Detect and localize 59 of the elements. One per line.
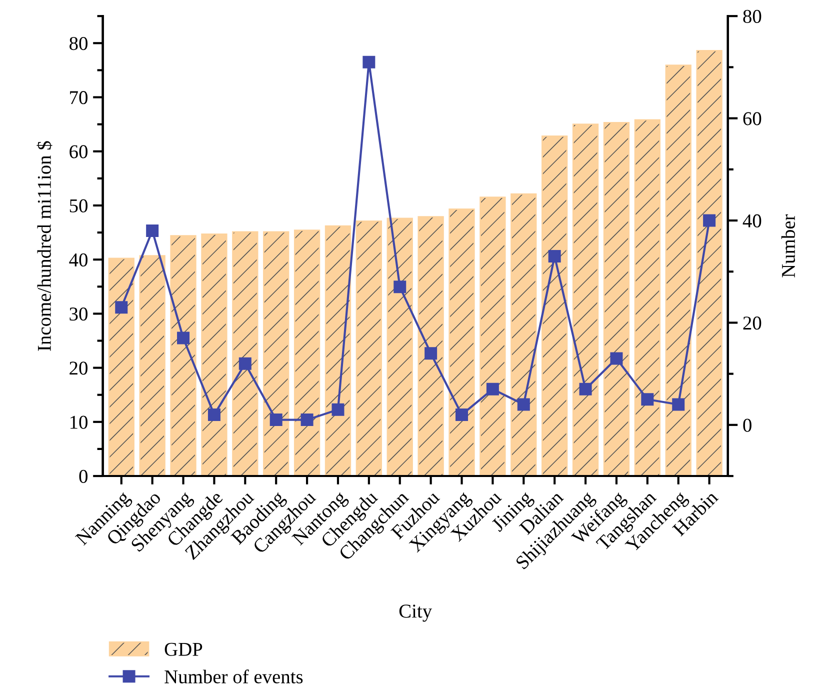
bar (263, 231, 290, 476)
bar (634, 119, 660, 476)
bar (572, 124, 599, 476)
bar (448, 208, 475, 476)
y2-tick-label: 80 (743, 10, 762, 24)
point (672, 398, 685, 411)
y-tick-label: 60 (70, 145, 88, 158)
point (517, 398, 530, 411)
y2-tick-label: 20 (743, 316, 762, 330)
y-tick-label: 20 (70, 362, 88, 375)
y2-axis-title: Number (781, 214, 796, 278)
bar (665, 64, 692, 476)
point (208, 408, 220, 421)
x-axis-title: City (399, 604, 432, 622)
bar (170, 235, 196, 476)
y2-tick-label: 0 (743, 418, 752, 432)
legend-label: Number of events (164, 670, 303, 684)
y2-tick-label: 60 (743, 112, 762, 126)
point (424, 347, 438, 360)
bar (696, 50, 722, 476)
bar (232, 231, 258, 476)
bar (418, 216, 444, 476)
bar (108, 258, 134, 476)
point (362, 56, 376, 68)
bar (510, 193, 537, 476)
y-tick-label: 10 (70, 416, 88, 429)
bar (201, 233, 228, 476)
point (548, 250, 561, 263)
bar (603, 122, 630, 476)
y-tick-label: 50 (70, 199, 88, 212)
point (394, 280, 406, 294)
point (579, 382, 592, 396)
point (486, 382, 499, 396)
bar (480, 196, 506, 476)
y-tick-label: 70 (70, 91, 88, 104)
bar (294, 230, 320, 476)
point (703, 214, 716, 227)
point (332, 403, 344, 416)
point (177, 332, 190, 344)
y-axis-title: Income/hundred mi11ion $ (36, 141, 52, 351)
point (456, 408, 468, 421)
point (641, 393, 654, 406)
point (238, 357, 252, 370)
bar (386, 218, 413, 476)
bar (324, 225, 352, 476)
bar (542, 136, 568, 476)
point (610, 352, 623, 365)
point (146, 224, 159, 237)
y-tick-label: 40 (69, 253, 88, 267)
point (300, 414, 314, 426)
y2-tick-label: 40 (742, 214, 762, 228)
point (115, 301, 128, 314)
bar (139, 255, 166, 476)
y-tick-label: 30 (70, 308, 88, 321)
bar (356, 220, 382, 476)
point (270, 414, 282, 426)
legend-label: GDP (164, 642, 202, 656)
y-tick-label: 80 (70, 36, 88, 50)
y-tick-label: 0 (79, 470, 88, 483)
